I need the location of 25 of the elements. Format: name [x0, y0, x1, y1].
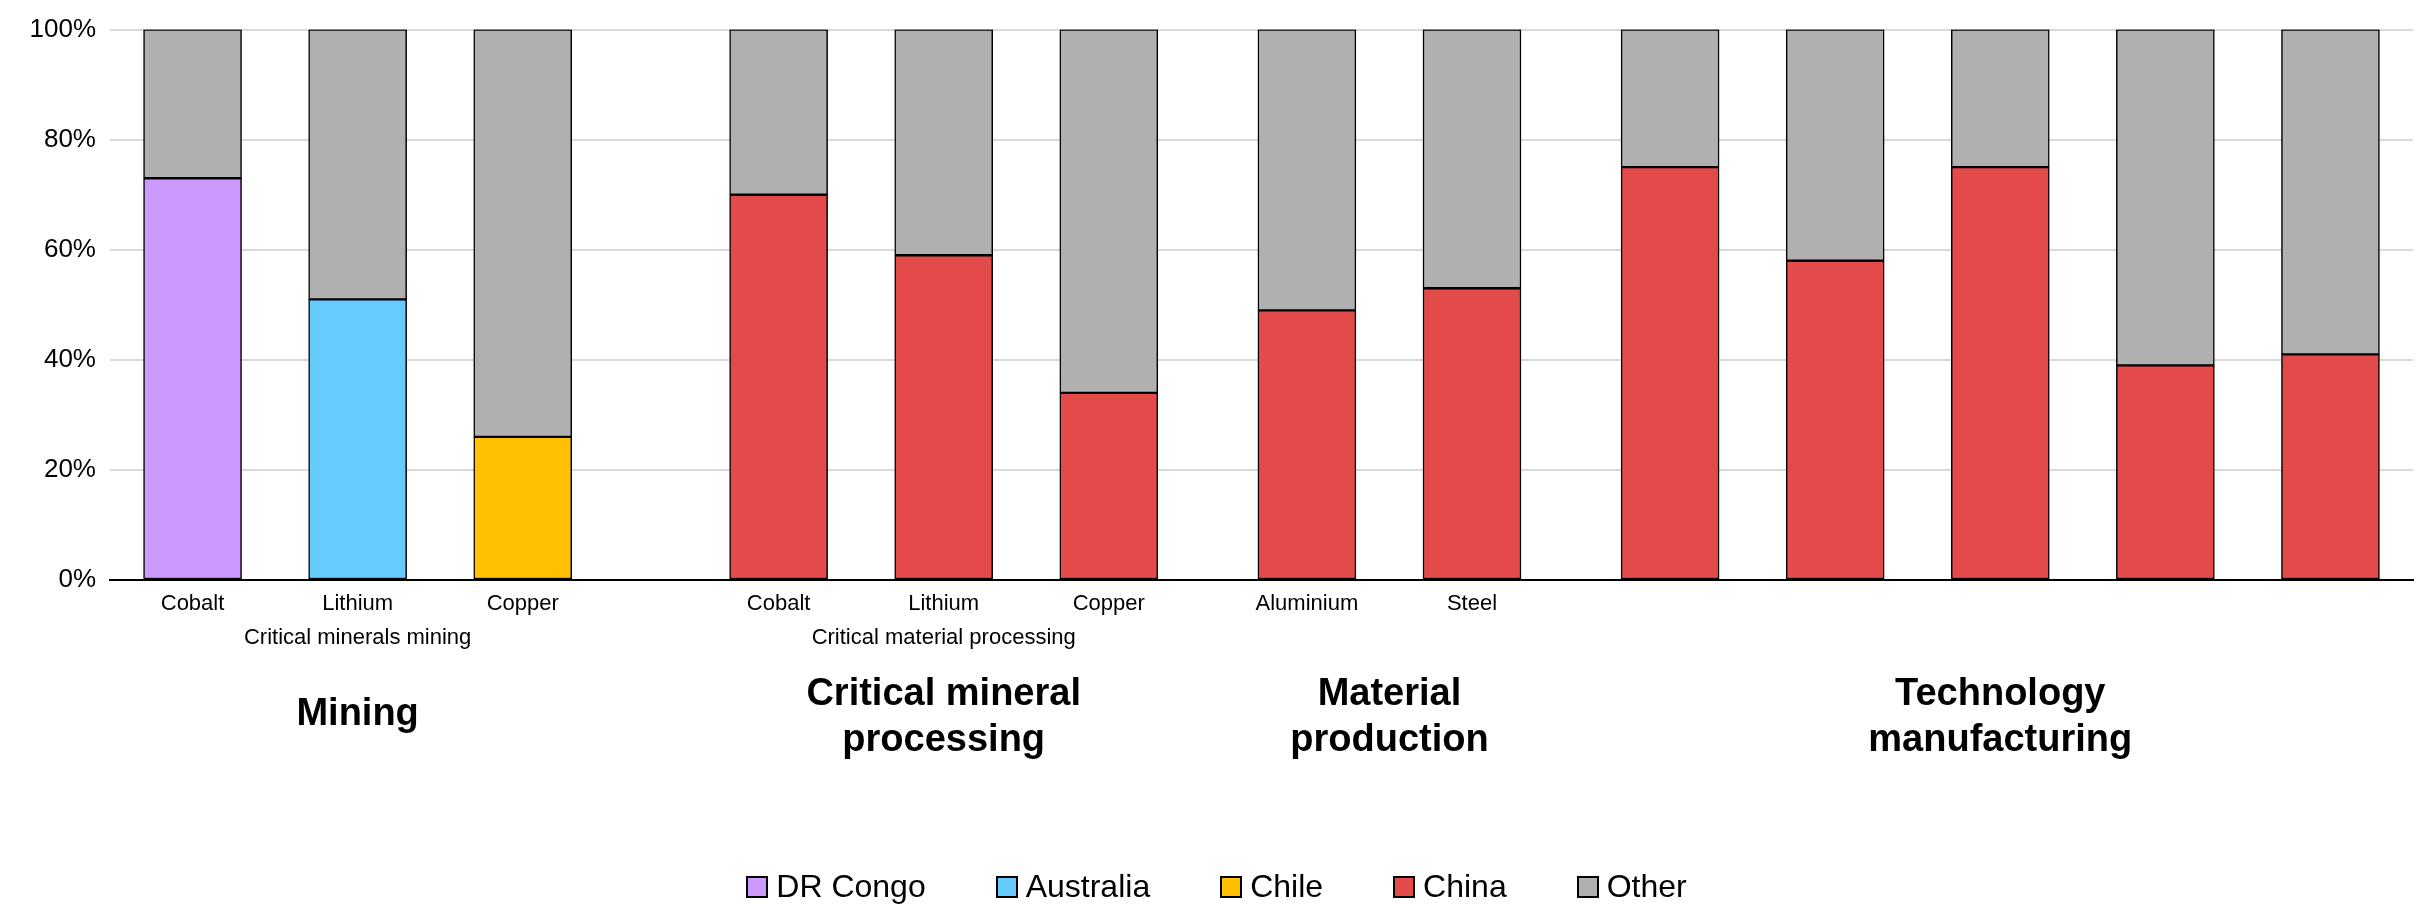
x-tick-label: Lithium: [322, 590, 394, 616]
legend-label: China: [1423, 868, 1507, 905]
x-tick-label: Copper: [1072, 590, 1145, 616]
y-tick-label: 100%: [29, 12, 96, 43]
text: Critical minerals mining: [243, 624, 472, 650]
y-tick-label: 0%: [58, 563, 96, 594]
y-tick-label: 80%: [43, 122, 96, 153]
legend-label: Australia: [1025, 868, 1151, 905]
y-tick-label: 20%: [43, 453, 96, 484]
text: Mining: [296, 691, 419, 734]
legend-label: DR Congo: [776, 868, 926, 905]
legend-label: Other: [1606, 868, 1687, 905]
x-tick-label: Copper: [486, 590, 559, 616]
text: Technology manufacturing: [1868, 671, 2133, 760]
x-tick-label: Steel: [1446, 590, 1498, 616]
legend-label: Chile: [1250, 868, 1324, 905]
y-tick-label: 60%: [43, 232, 96, 263]
x-tick-label: Lithium: [908, 590, 980, 616]
x-tick-label: Cobalt: [746, 590, 811, 616]
text: Critical mineral processing: [806, 671, 1081, 760]
y-tick-label: 40%: [43, 343, 96, 374]
x-tick-label: Aluminium: [1255, 590, 1359, 616]
x-tick-label: Cobalt: [160, 590, 225, 616]
text: Material production: [1290, 671, 1489, 760]
text: Critical material processing: [811, 624, 1076, 650]
